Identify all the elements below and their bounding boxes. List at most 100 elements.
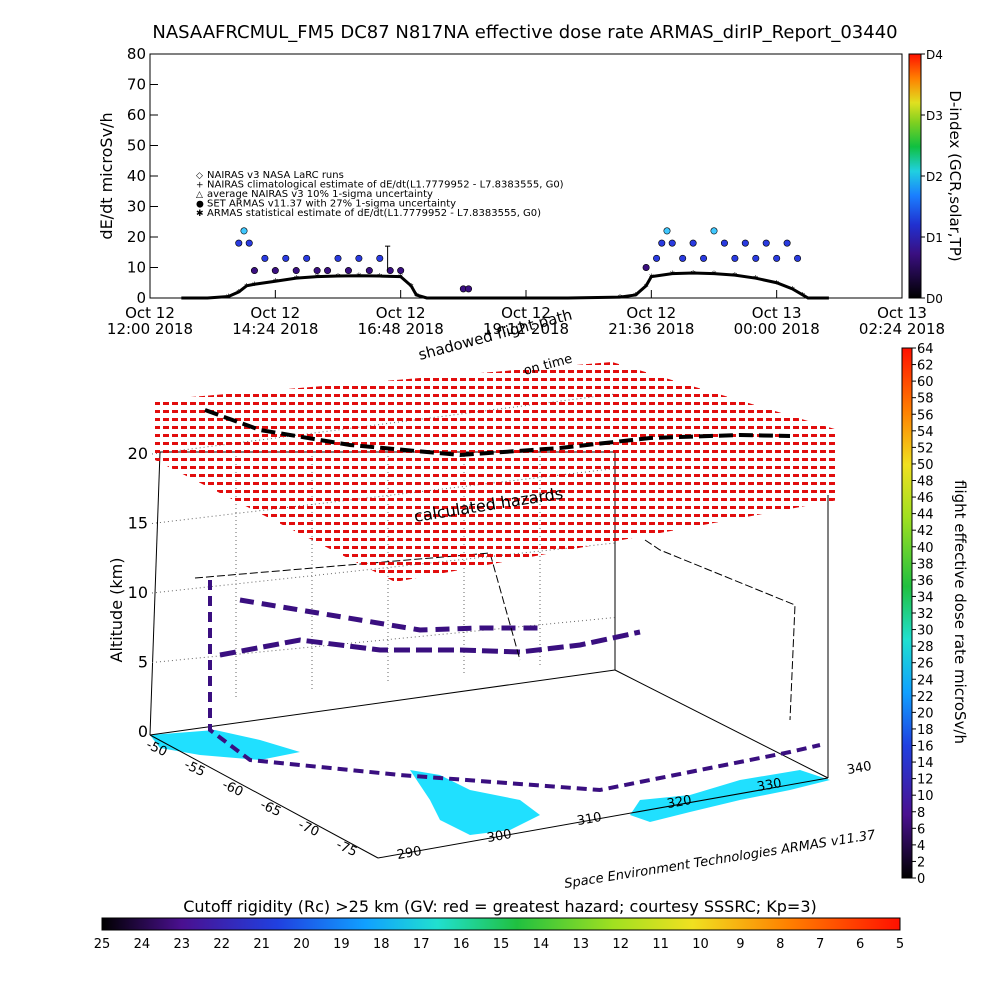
series-point-statistical: * [273, 277, 278, 288]
cutoff-rigidity-tick-label: 5 [896, 937, 904, 952]
x-tick-label-time: 00:00 2018 [734, 320, 820, 338]
dose-rate-colorbar [901, 347, 913, 879]
series-point-set-armas [663, 227, 671, 235]
series-point-statistical: * [732, 271, 737, 282]
series-point-statistical: * [644, 282, 649, 293]
latitude-tick-label: -60 [220, 778, 246, 801]
series-point-set-armas [282, 254, 290, 262]
dose-rate-tick-label: 28 [917, 640, 934, 655]
longitude-tick-label: 320 [666, 793, 693, 812]
cutoff-rigidity-tick-label: 13 [573, 937, 590, 952]
series-point-set-armas [794, 254, 802, 262]
cutoff-rigidity-tick-label: 10 [692, 937, 709, 952]
legend-entry: SET ARMAS v11.37 with 27% 1-sigma uncert… [207, 199, 456, 210]
cutoff-rigidity-tick-label: 25 [94, 937, 111, 952]
series-point-set-armas [235, 239, 243, 247]
dose-rate-tick-label: 32 [917, 607, 934, 622]
dose-rate-tick-label: 56 [917, 408, 934, 423]
x-tick-label-date: Oct 12 [501, 304, 551, 322]
series-point-statistical: * [315, 273, 320, 284]
series-point-set-armas [355, 254, 363, 262]
series-point-set-armas [271, 267, 279, 275]
dose-rate-tick-label: 36 [917, 574, 934, 589]
latitude-tick-label: -75 [334, 838, 360, 861]
dose-rate-axis-title: flight effective dose rate microSv/h [951, 480, 969, 744]
series-point-statistical: * [252, 280, 257, 291]
series-point-statistical: * [398, 273, 403, 284]
series-line-armas-statistical [181, 271, 829, 300]
x-tick-label-time: 19:12 2018 [483, 320, 569, 338]
series-layer: * ** * * * * * * * *** * *** * * * * * *** [181, 227, 829, 304]
dose-rate-tick-label: 48 [917, 475, 934, 490]
longitude-tick-label: 310 [576, 810, 603, 829]
cutoff-rigidity-tick-label: 7 [816, 937, 824, 952]
d-index-tick-label: D3 [926, 109, 943, 123]
dose-rate-tick-label: 38 [917, 557, 934, 572]
legend-entry: average NAIRAS v3 10% 1-sigma uncertaint… [207, 189, 433, 200]
cutoff-rigidity-tick-label: 20 [293, 937, 310, 952]
dose-rate-tick-label: 34 [917, 590, 934, 605]
series-point-statistical: * [774, 279, 779, 290]
series-point-set-armas [679, 254, 687, 262]
series-point-set-armas [731, 254, 739, 262]
series-point-set-armas [376, 254, 384, 262]
altitude-tick-label: 5 [138, 653, 148, 672]
cutoff-rigidity-tick-label: 18 [373, 937, 390, 952]
dose-rate-tick-label: 58 [917, 392, 934, 407]
y-tick-label: 40 [127, 167, 146, 185]
altitude-ticks: 0 5 10 15 20 [128, 444, 148, 741]
cutoff-rigidity-tick-label: 16 [453, 937, 470, 952]
y-tick-label: 50 [127, 137, 146, 155]
series-point-set-armas [642, 263, 650, 271]
cutoff-rigidity-tick-label: 24 [134, 937, 151, 952]
d-index-ticks: D0 D1 D2 D3 D4 [921, 48, 943, 306]
credit-text: Space Environment Technologies ARMAS v11… [563, 828, 877, 892]
gridline-altitude [151, 617, 616, 663]
dose-rate-ticks: 0246810121416182022242628303234363840424… [912, 342, 934, 887]
flight-track-upper [239, 597, 540, 633]
altitude-axis-title: Altitude (km) [107, 558, 126, 663]
dose-rate-tick-label: 62 [917, 359, 934, 374]
series-point-statistical: * [790, 285, 795, 296]
hazard-plane-track [204, 408, 791, 458]
legend-marker: ● [196, 200, 204, 210]
series-point-set-armas [773, 254, 781, 262]
series-point-statistical: * [356, 272, 361, 283]
dose-rate-tick-label: 50 [917, 458, 934, 473]
flight-tracks [194, 539, 821, 793]
series-point-set-armas [668, 239, 676, 247]
cutoff-rigidity-tick-label: 21 [253, 937, 270, 952]
longitude-tick-label: 290 [396, 844, 423, 863]
cutoff-rigidity-tick-label: 11 [652, 937, 669, 952]
longitude-ticks: 290 300 310 320 330 340 [396, 759, 873, 863]
x-tick-label-time: 16:48 2018 [358, 320, 444, 338]
dose-rate-tick-label: 30 [917, 624, 934, 639]
d-index-colorbar [908, 53, 922, 299]
y-axis-title: dE/dt microSv/h [97, 112, 116, 239]
series-point-set-armas [700, 254, 708, 262]
d-index-tick-label: D0 [926, 292, 943, 306]
series-point-statistical: * [244, 282, 249, 293]
legend-marker: ◇ [196, 171, 203, 181]
series-point-set-armas [303, 254, 311, 262]
series-point-set-armas [720, 239, 728, 247]
cutoff-rigidity-tick-label: 12 [612, 937, 629, 952]
series-point-statistical: * [800, 291, 805, 302]
dose-rate-tick-label: 42 [917, 524, 934, 539]
altitude-tick-label: 10 [128, 583, 148, 602]
longitude-tick-label: 330 [756, 776, 783, 795]
series-point-set-armas [324, 267, 332, 275]
series-point-set-armas [250, 267, 258, 275]
cutoff-rigidity-tick-label: 15 [493, 937, 510, 952]
y-tick-label: 20 [127, 228, 146, 246]
series-point-set-armas [292, 267, 300, 275]
dose-rate-tick-label: 60 [917, 375, 934, 390]
x-tick-label-time: 14:24 2018 [232, 320, 318, 338]
x-tick-label-time: 21:36 2018 [608, 320, 694, 338]
cutoff-rigidity-tick-label: 8 [776, 937, 784, 952]
legend: ◇ NAIRAS v3 NASA LaRC runs+ NAIRAS climato… [196, 170, 564, 219]
cutoff-rigidity-colorbar [101, 917, 901, 931]
legend-entry: ARMAS statistical estimate of dE/dt(L1.7… [207, 208, 541, 219]
series-point-set-armas [397, 267, 405, 275]
